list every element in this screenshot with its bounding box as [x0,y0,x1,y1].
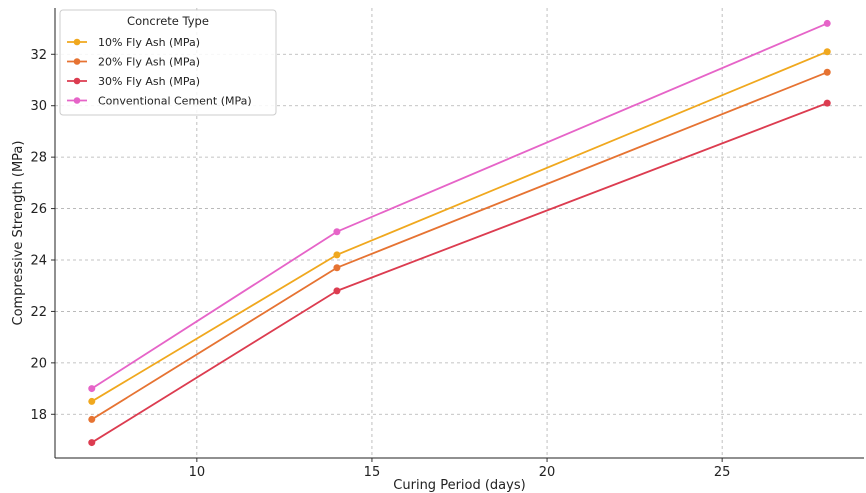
legend-swatch-marker [73,38,81,46]
y-tick-label: 24 [30,254,47,269]
legend-title: Concrete Type [127,14,209,28]
y-axis-title: Compressive Strength (MPa) [11,141,26,326]
legend-item: 30% Fly Ash (MPa) [67,75,200,88]
legend-item: 10% Fly Ash (MPa) [67,36,200,49]
x-axis-title: Curing Period (days) [393,478,525,493]
x-tick-label: 20 [539,465,556,480]
data-point [88,439,96,447]
data-point [823,99,831,107]
x-tick-label: 25 [714,465,731,480]
y-tick-label: 32 [30,48,47,63]
data-point [88,397,96,405]
data-point [333,264,341,272]
legend-label: 30% Fly Ash (MPa) [98,75,200,88]
y-tick-label: 30 [30,99,47,114]
legend: Concrete Type 10% Fly Ash (MPa) 20% Fly A… [59,9,277,116]
legend-swatch-marker [73,77,81,85]
data-point [823,19,831,27]
data-point [88,415,96,423]
series-3 [88,99,831,447]
data-point [333,287,341,295]
legend-item: Conventional Cement (MPa) [67,95,252,108]
axes [51,8,864,462]
x-tick-label: 15 [364,465,381,480]
x-tick-label: 10 [189,465,206,480]
data-point [823,48,831,56]
series-1 [88,48,831,405]
series-4 [88,19,831,393]
series-group [88,19,831,447]
y-tick-label: 20 [30,356,47,371]
y-tick-label: 22 [30,305,47,320]
legend-item: 20% Fly Ash (MPa) [67,56,200,69]
series-line [91,102,828,444]
data-point [823,68,831,76]
legend-swatch-marker [73,97,81,104]
y-tick-label: 26 [30,202,47,217]
legend-box [59,9,277,116]
series-line [91,71,828,421]
legend-items: 10% Fly Ash (MPa) 20% Fly Ash (MPa) 30% Fl… [67,36,252,108]
legend-swatch-marker [73,58,81,65]
data-point [88,385,96,393]
legend-label: 20% Fly Ash (MPa) [98,56,200,69]
tick-labels: 10 15 20 25 18 20 22 24 26 28 30 32 [30,48,730,480]
series-2 [88,68,831,423]
y-tick-label: 18 [30,408,47,423]
data-point [333,251,341,259]
data-point [333,228,341,236]
legend-label: 10% Fly Ash (MPa) [98,36,200,49]
legend-label: Conventional Cement (MPa) [98,95,252,108]
y-tick-label: 28 [30,151,47,166]
